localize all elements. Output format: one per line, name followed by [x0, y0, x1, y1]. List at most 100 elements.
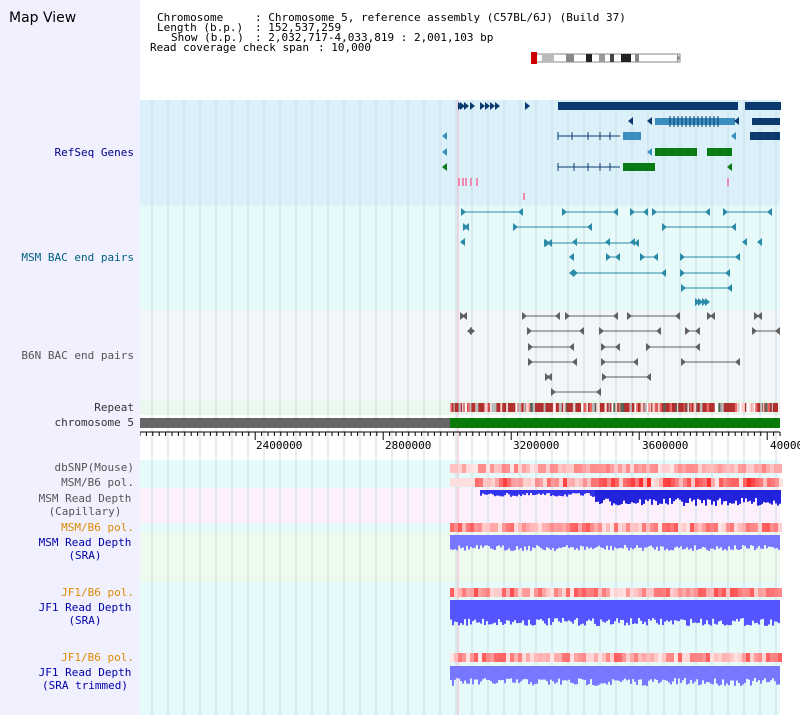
- msm-sra-depth: [684, 535, 686, 549]
- msm-sra-depth: [502, 535, 504, 546]
- feature-arrow: [742, 238, 747, 246]
- jf1-sra-depth: [566, 600, 568, 622]
- msm-sra-depth: [632, 535, 634, 550]
- feature-arrow: [615, 253, 620, 261]
- jf1-sra-depth: [728, 600, 730, 626]
- jf1-sra-depth: [748, 600, 750, 625]
- msm-capillary-depth: [597, 490, 599, 502]
- msm-sra-depth: [608, 535, 610, 550]
- msm-pol-sra-heat: [634, 523, 638, 532]
- msm-sra-depth: [562, 535, 564, 548]
- dbsnp-heat: [598, 464, 602, 473]
- jf1-sra-depth: [602, 600, 604, 622]
- msm-sra-depth: [518, 535, 520, 550]
- msm-bac-track[interactable]: [140, 205, 780, 310]
- feature-arrow: [555, 312, 560, 320]
- chromosome-ideogram[interactable]: [525, 50, 690, 66]
- feature-arrow: [646, 343, 651, 351]
- jf1-trim-depth: [580, 666, 582, 679]
- msm-capillary-depth: [568, 490, 570, 495]
- msm-capillary-depth: [506, 490, 508, 493]
- msm-pol-heat: [631, 478, 635, 487]
- msm-pol-sra-heat: [462, 523, 466, 532]
- msm-capillary-depth: [486, 490, 488, 495]
- feature-arrow: [569, 269, 574, 277]
- feature-arrow: [757, 312, 762, 320]
- jf1-pol-heat: [470, 588, 474, 597]
- repeat-element: [717, 403, 721, 412]
- msm-capillary-depth: [548, 490, 550, 494]
- jf1-trim-depth: [660, 666, 662, 682]
- feature-arrow: [727, 284, 732, 292]
- msm-capillary-depth: [687, 490, 689, 503]
- dbsnp-heat: [614, 464, 618, 473]
- jf1-sra-depth: [480, 600, 482, 624]
- msm-sra-depth: [566, 535, 568, 546]
- dbsnp-heat: [478, 464, 482, 473]
- feature-arrow: [675, 312, 680, 320]
- jf1-trim-depth: [668, 666, 670, 683]
- msm-sra-depth: [674, 535, 676, 548]
- msm-sra-depth: [520, 535, 522, 549]
- dbsnp-heat: [646, 464, 650, 473]
- repeat-element: [640, 403, 644, 412]
- msm-sra-depth: [592, 535, 594, 550]
- msm-capillary-depth: [771, 490, 773, 505]
- jf1-pol-heat: [590, 588, 594, 597]
- msm-capillary-depth: [699, 490, 701, 500]
- repeat-element: [615, 403, 618, 412]
- msm-capillary-depth: [621, 490, 623, 504]
- jf1-sra-depth: [586, 600, 588, 622]
- jf1-sra-depth: [588, 600, 590, 620]
- msm-capillary-depth: [755, 490, 757, 499]
- length-label: Length (b.p.): [157, 21, 244, 34]
- msm-sra-depth: [774, 535, 776, 549]
- jf1-sra-depth: [672, 600, 674, 625]
- b6n-bac-label[interactable]: B6N BAC end pairs: [21, 349, 134, 362]
- msm-capillary-depth: [560, 490, 562, 496]
- msm-sra-depth: [618, 535, 620, 549]
- feature-arrow: [572, 358, 577, 366]
- msm-sra-depth: [546, 535, 548, 548]
- msm-pol-heat: [571, 478, 575, 487]
- msm-capillary-depth: [663, 490, 665, 499]
- jf1-sra-depth: [704, 600, 706, 625]
- jf1-trim-depth: [522, 666, 524, 680]
- msm-sra-depth: [688, 535, 690, 550]
- msm-sra-depth: [452, 535, 454, 550]
- feature-arrow: [731, 132, 736, 140]
- jf1-sra-depth: [706, 600, 708, 621]
- msm-sra-depth: [590, 535, 592, 548]
- dbsnp-heat: [622, 464, 626, 473]
- jf1-pol-trim-heat: [478, 653, 482, 662]
- dbsnp-heat: [742, 464, 746, 473]
- jf1-trim-depth: [730, 666, 732, 681]
- msm-pol-heat: [643, 478, 647, 487]
- refseq-genes-label[interactable]: RefSeq Genes: [54, 146, 134, 159]
- msm-pol-heat: [759, 478, 763, 487]
- track-visualization[interactable]: [140, 0, 800, 715]
- jf1-pol-trim-heat: [458, 653, 462, 662]
- msm-sra-depth: [704, 535, 706, 548]
- feature-arrow: [528, 343, 533, 351]
- repeat-element: [778, 403, 780, 412]
- jf1-pol-heat: [702, 588, 706, 597]
- jf1-trim-depth: [524, 666, 526, 679]
- msm-bac-label[interactable]: MSM BAC end pairs: [21, 251, 134, 264]
- msm-pol-sra-heat: [454, 523, 458, 532]
- jf1-sra-depth: [484, 600, 486, 626]
- msm-pol-heat: [523, 478, 527, 487]
- jf1-trim-depth: [768, 666, 770, 683]
- jf1-pol-heat: [550, 588, 554, 597]
- feature-arrow: [775, 327, 780, 335]
- msm-sra-depth: [538, 535, 540, 547]
- msm-pol-sra-heat: [598, 523, 602, 532]
- jf1-trim-depth: [776, 666, 778, 685]
- jf1-trim-depth: [686, 666, 688, 685]
- jf1-pol-heat: [490, 588, 494, 597]
- b6n-bac-track[interactable]: [140, 310, 780, 400]
- jf1-trim-depth: [548, 666, 550, 685]
- jf1-b6-pol-trim-label: JF1/B6 pol.: [61, 651, 134, 664]
- jf1-trim-depth: [584, 666, 586, 680]
- feature-arrow: [547, 373, 552, 381]
